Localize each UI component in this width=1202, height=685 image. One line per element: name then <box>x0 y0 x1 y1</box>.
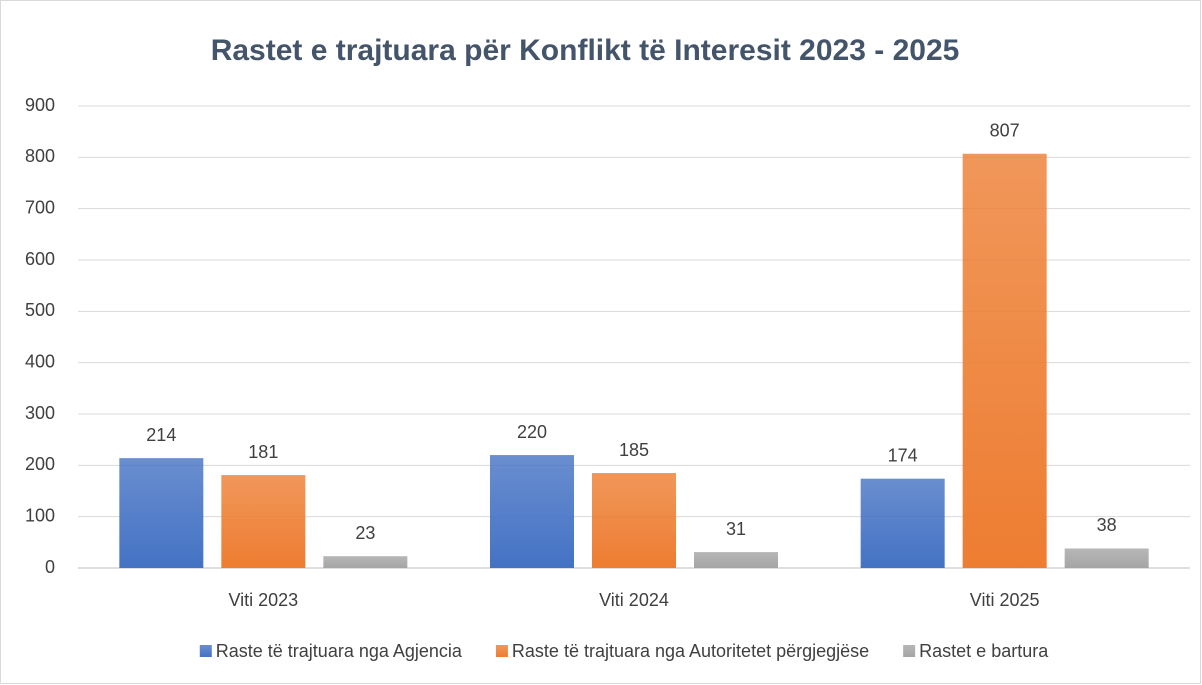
data-label: 174 <box>888 445 918 465</box>
legend-swatch <box>199 645 212 657</box>
chart-title: Rastet e trajtuara për Konflikt të Inter… <box>211 34 960 67</box>
y-tick-label: 800 <box>25 146 55 166</box>
legend-label: Rastet e bartura <box>919 641 1049 661</box>
y-tick-label: 0 <box>45 557 55 577</box>
legend-label: Raste të trajtuara nga Agjencia <box>216 641 463 661</box>
bar <box>323 556 408 568</box>
data-label: 38 <box>1097 515 1117 535</box>
bar <box>694 552 778 568</box>
data-label: 31 <box>726 519 746 539</box>
legend: Raste të trajtuara nga Agjencia Raste të … <box>199 641 1049 661</box>
y-tick-label: 200 <box>25 454 55 474</box>
y-tick-label: 300 <box>25 403 55 423</box>
data-label: 185 <box>619 440 649 460</box>
y-tick-label: 700 <box>25 197 55 217</box>
x-tick-label: Viti 2025 <box>970 590 1040 610</box>
legend-label: Raste të trajtuara nga Autoritetet përgj… <box>512 641 869 661</box>
bar <box>490 455 574 568</box>
bar <box>860 478 945 568</box>
data-label: 220 <box>517 422 547 442</box>
y-tick-label: 900 <box>25 95 55 115</box>
bar <box>221 475 306 568</box>
data-label: 214 <box>146 425 176 445</box>
data-label: 807 <box>990 120 1020 140</box>
y-tick-label: 400 <box>25 351 55 371</box>
data-label: 181 <box>248 442 278 462</box>
legend-swatch <box>903 645 916 657</box>
bar <box>119 458 204 568</box>
y-tick-label: 500 <box>25 300 55 320</box>
bar <box>962 153 1047 569</box>
x-tick-label: Viti 2023 <box>228 590 298 610</box>
data-label: 23 <box>355 523 375 543</box>
y-tick-label: 100 <box>25 505 55 525</box>
y-tick-label: 600 <box>25 249 55 269</box>
x-tick-label: Viti 2024 <box>599 590 669 610</box>
bar <box>1064 548 1149 568</box>
legend-swatch <box>495 645 508 657</box>
bar <box>592 473 676 568</box>
